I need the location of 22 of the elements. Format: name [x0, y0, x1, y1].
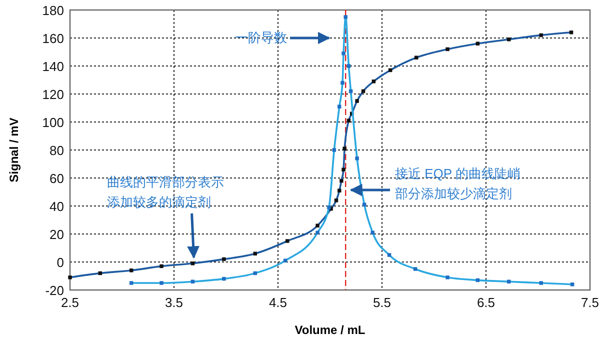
y-tick-label: 60 [50, 171, 64, 186]
y-tick-label: 0 [56, 255, 64, 270]
annotation: 曲线的平滑部分表示添加较多的滴定剂 [106, 174, 224, 210]
y-tick-label: 80 [50, 143, 64, 158]
x-tick-label: 3.5 [164, 295, 184, 310]
y-tick-label: 120 [42, 87, 64, 102]
y-tick-label: 180 [42, 3, 64, 18]
x-tick-label: 7.5 [580, 295, 600, 310]
y-axis-title: Signal / mV [7, 118, 21, 182]
y-tick-label: 160 [42, 31, 64, 46]
x-tick-label: 2.5 [60, 295, 80, 310]
annotation: 一阶导数 [235, 30, 287, 45]
x-tick-label: 4.5 [268, 295, 288, 310]
x-tick-label: 6.5 [476, 295, 496, 310]
y-tick-label: 100 [42, 115, 64, 130]
annotation: 接近 EQP 的曲线陡峭部分添加较少滴定剂 [395, 166, 520, 201]
x-tick-label: 5.5 [372, 295, 392, 310]
y-tick-label: 20 [50, 227, 64, 242]
y-tick-label: 40 [50, 199, 64, 214]
y-tick-label: 140 [42, 59, 64, 74]
x-axis-title: Volume / mL [294, 323, 366, 337]
y-tick-label: -20 [45, 283, 64, 298]
